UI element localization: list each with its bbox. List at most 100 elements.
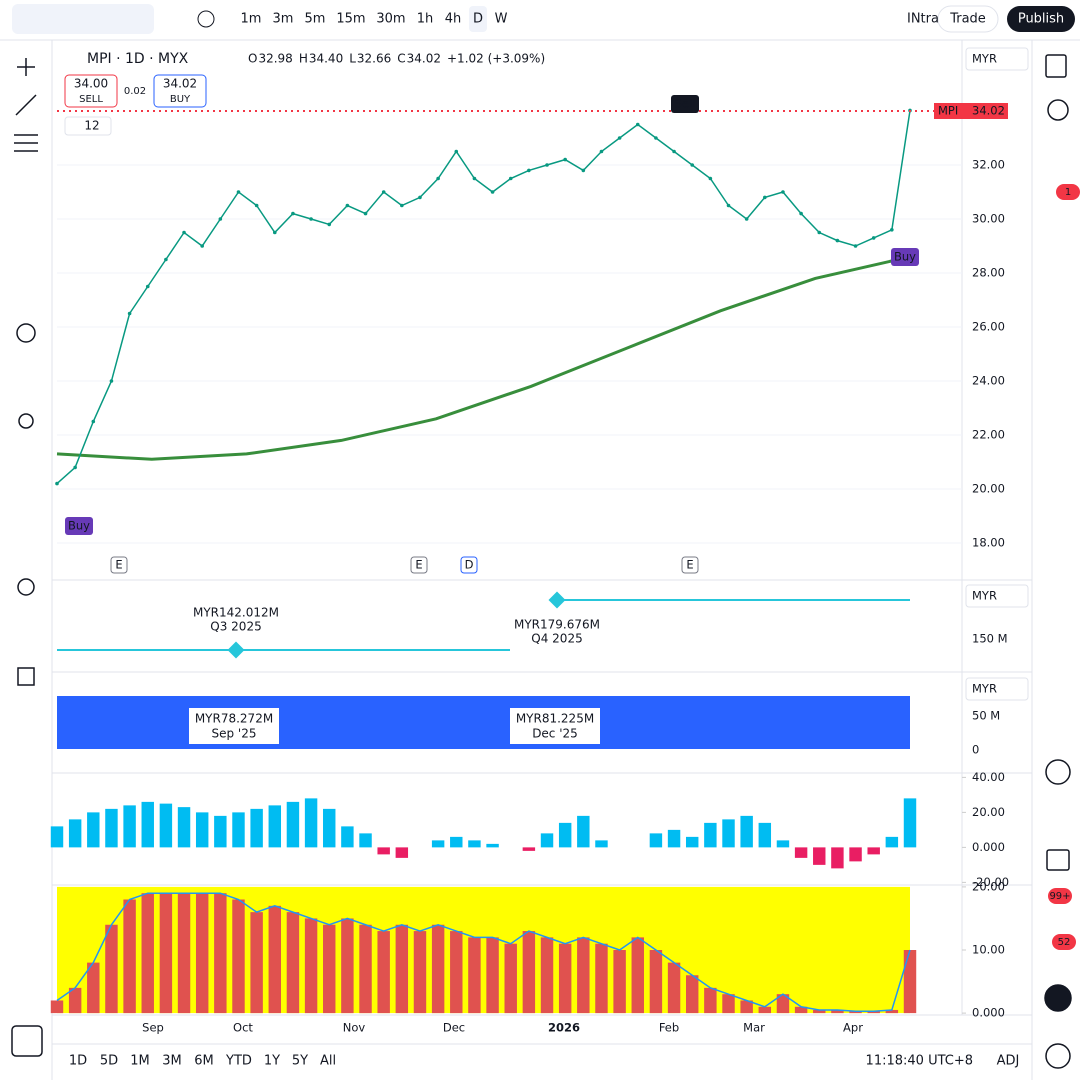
event-marker[interactable] <box>460 556 478 574</box>
favorites[interactable] <box>11 1025 43 1057</box>
buy-price[interactable]: 34.02 <box>163 77 197 91</box>
oscillator-bar <box>68 987 82 1014</box>
oscillator-bar <box>268 905 282 1014</box>
oscillator-bar <box>159 893 173 1014</box>
template-label[interactable]: INtra <box>907 12 939 27</box>
currency[interactable]: MYR <box>972 52 997 66</box>
adj-toggle[interactable]: ADJ <box>997 1054 1020 1069</box>
range-button[interactable]: 1Y <box>264 1054 280 1069</box>
currency-select[interactable] <box>965 677 1029 701</box>
close-point <box>726 203 731 208</box>
oscillator-bar <box>87 962 100 1014</box>
signal-label: Sell <box>675 97 696 111</box>
event-marker[interactable] <box>410 556 428 574</box>
interval[interactable]: 30m <box>376 12 405 27</box>
sell-price[interactable]: 34.00 <box>74 77 108 91</box>
publish-label[interactable]: Publish <box>1018 12 1064 27</box>
event-marker[interactable] <box>110 556 128 574</box>
range-button[interactable]: YTD <box>225 1054 252 1069</box>
alerts[interactable] <box>1047 99 1069 121</box>
range-button[interactable]: All <box>320 1054 336 1069</box>
interval[interactable]: 4h <box>445 12 462 27</box>
close-point <box>635 122 640 127</box>
close-point <box>527 168 531 173</box>
histogram-bar <box>577 815 590 848</box>
interval[interactable]: 1h <box>417 12 434 27</box>
event-marker[interactable] <box>681 556 699 574</box>
badge <box>1052 934 1076 950</box>
range-button[interactable]: 5D <box>100 1054 118 1069</box>
buy-button[interactable] <box>153 74 207 108</box>
histogram-bar <box>323 808 336 848</box>
trash-tool[interactable] <box>17 667 35 686</box>
buy-label[interactable]: BUY <box>170 94 191 105</box>
oscillator-bar <box>558 943 572 1014</box>
range-button[interactable]: 5Y <box>292 1054 308 1069</box>
oscillator-bar <box>377 931 390 1014</box>
close-point <box>563 157 567 162</box>
oscillator-bar <box>141 893 154 1014</box>
event-label[interactable]: E <box>686 558 693 572</box>
range-button[interactable]: 1M <box>130 1054 150 1069</box>
event-label[interactable]: E <box>415 558 422 572</box>
y-tick-label: 20.00 <box>972 482 1005 496</box>
symbol-search[interactable] <box>12 4 154 34</box>
interval[interactable]: 5m <box>305 12 326 27</box>
spread: 0.02 <box>124 86 146 97</box>
event-label[interactable]: E <box>115 558 122 572</box>
y-tick-label: 20.00 <box>972 805 1005 819</box>
close-point <box>799 211 803 216</box>
emoji-tool[interactable] <box>16 323 36 343</box>
event-label[interactable]: D <box>465 558 474 572</box>
publish-button[interactable] <box>1007 6 1075 32</box>
watchlist[interactable] <box>1045 54 1067 78</box>
time-label: Mar <box>743 1021 765 1035</box>
apps[interactable] <box>1044 984 1072 1012</box>
eye-tool[interactable] <box>17 578 35 596</box>
close-point <box>617 136 622 140</box>
oscillator-bar <box>177 893 191 1014</box>
trade-label[interactable]: Trade <box>949 12 986 27</box>
y-tick-label: 40.00 <box>972 770 1005 784</box>
interval[interactable]: 1m <box>241 12 262 27</box>
oscillator-bar <box>232 899 245 1014</box>
calendar[interactable] <box>1046 849 1070 871</box>
oscillator-bar <box>250 912 263 1014</box>
add-button[interactable] <box>197 10 215 28</box>
histogram-bar <box>813 847 826 865</box>
range-button[interactable]: 1D <box>69 1054 87 1069</box>
zoom-tool[interactable] <box>18 413 34 429</box>
currency-select[interactable] <box>965 584 1029 608</box>
oscillator-bar <box>667 962 681 1014</box>
close-point <box>708 176 713 181</box>
interval[interactable]: 15m <box>336 12 365 27</box>
income-period: Dec '25 <box>532 727 578 741</box>
trade-button[interactable] <box>937 5 999 33</box>
y-tick-label: 0.000 <box>972 840 1005 854</box>
histogram-bar <box>522 847 536 851</box>
range-button[interactable]: 3M <box>162 1054 182 1069</box>
currency[interactable]: MYR <box>972 682 997 696</box>
close-point <box>545 163 549 167</box>
oscillator-bar <box>685 975 699 1014</box>
oscillator-bar <box>105 924 118 1014</box>
y-tick-label: 32.00 <box>972 158 1005 172</box>
help[interactable] <box>1045 1043 1071 1069</box>
histogram-bar <box>849 847 862 862</box>
currency[interactable]: MYR <box>972 589 997 603</box>
sell-button[interactable] <box>64 74 118 108</box>
close-point <box>182 230 186 235</box>
y-tick-label: 24.00 <box>972 374 1005 388</box>
oscillator-bar <box>595 943 608 1014</box>
indicator-toggle[interactable] <box>64 116 112 136</box>
interval[interactable]: D <box>473 12 483 27</box>
sell-label[interactable]: SELL <box>79 94 103 105</box>
interval[interactable]: 3m <box>273 12 294 27</box>
range-button[interactable]: 6M <box>194 1054 214 1069</box>
interval[interactable]: W <box>495 12 508 27</box>
oscillator-bar <box>722 994 735 1014</box>
line-tool[interactable] <box>15 94 37 116</box>
screener[interactable] <box>1045 759 1071 785</box>
ohlc-value: 34.02 <box>407 52 441 66</box>
currency-select[interactable] <box>965 47 1029 71</box>
